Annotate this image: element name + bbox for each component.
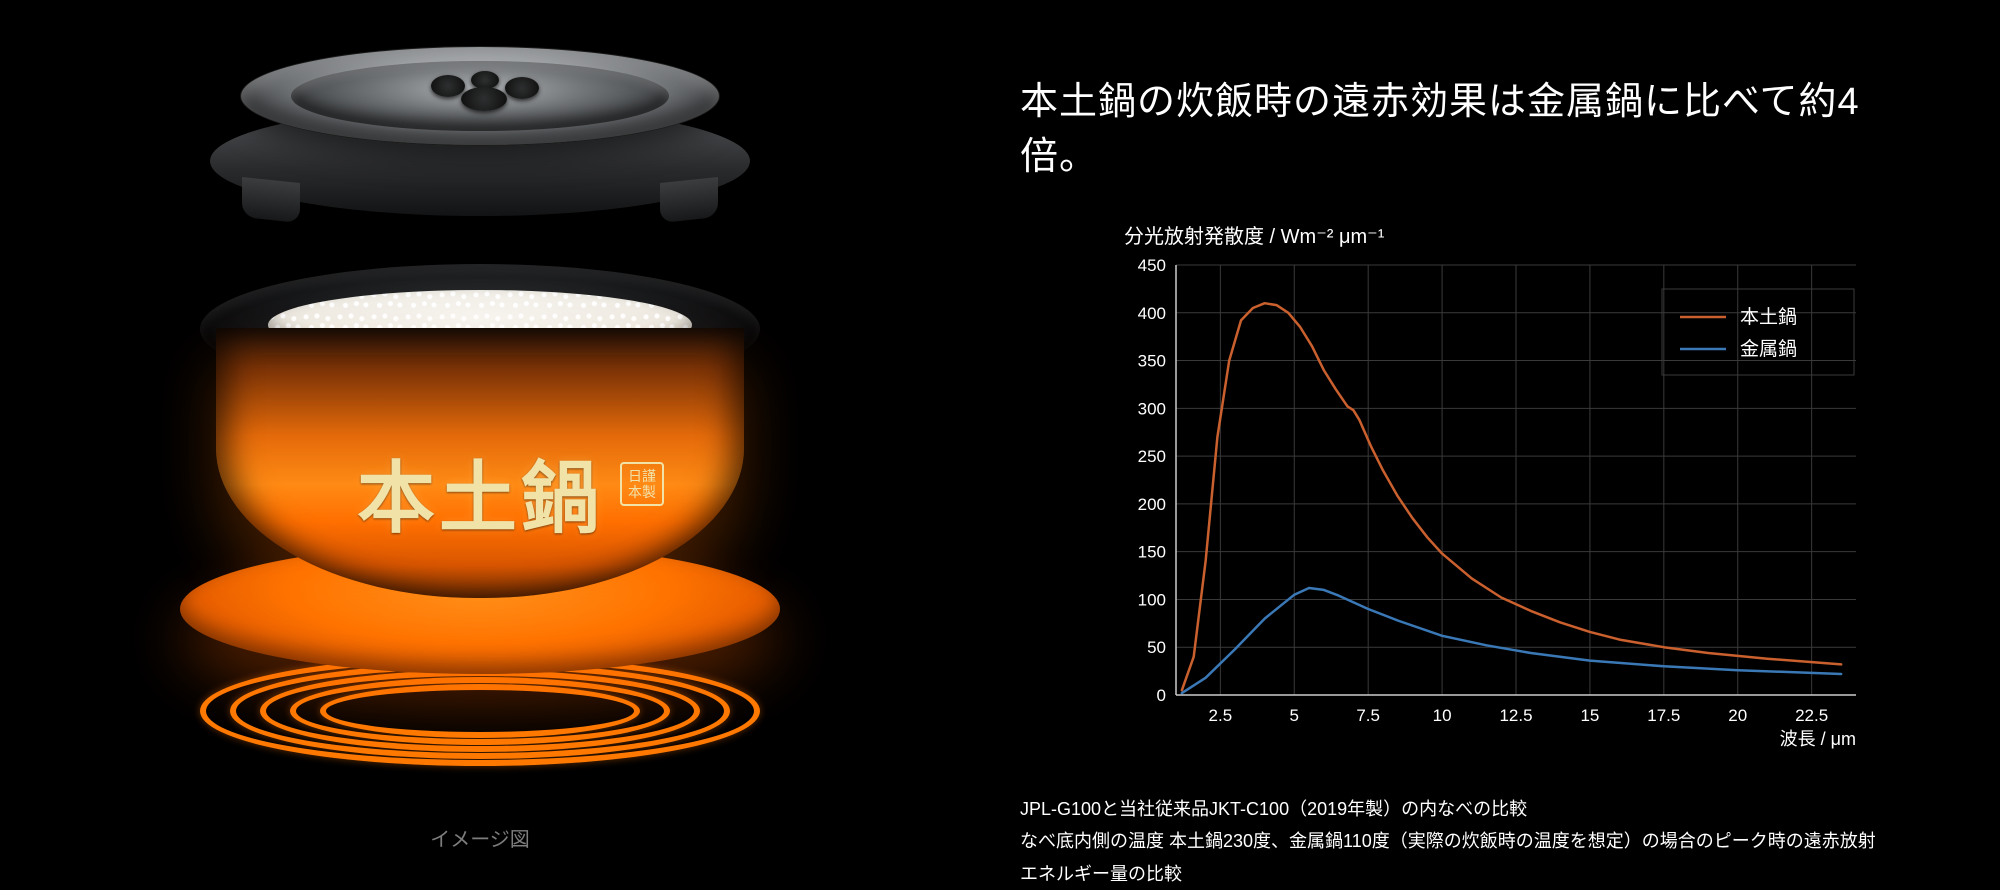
svg-text:5: 5 bbox=[1290, 706, 1299, 725]
svg-text:17.5: 17.5 bbox=[1647, 706, 1680, 725]
svg-text:2.5: 2.5 bbox=[1209, 706, 1233, 725]
svg-text:22.5: 22.5 bbox=[1795, 706, 1828, 725]
product-illustration: 本土鍋 日謹 本製 イメージ図 bbox=[0, 0, 960, 888]
svg-text:金属鍋: 金属鍋 bbox=[1740, 338, 1797, 360]
image-caption: イメージ図 bbox=[430, 823, 530, 852]
svg-text:300: 300 bbox=[1138, 399, 1166, 418]
svg-text:波長 / μm: 波長 / μm bbox=[1780, 729, 1856, 749]
svg-text:50: 50 bbox=[1147, 638, 1166, 657]
footnote: JPL-G100と当社従来品JKT-C100（2019年製）の内なべの比較 なべ… bbox=[1020, 793, 1890, 890]
footnote-line1: JPL-G100と当社従来品JKT-C100（2019年製）の内なべの比較 bbox=[1020, 793, 1890, 825]
svg-text:200: 200 bbox=[1138, 495, 1166, 514]
footnote-line2: なべ底内側の温度 本土鍋230度、金属鍋110度（実際の炊飯時の温度を想定）の場… bbox=[1020, 825, 1890, 890]
emission-chart: 0 50 100 150 200 250 300 350 400 450 2.5 5 7.5 10 12.5… bbox=[1124, 259, 1864, 751]
svg-text:400: 400 bbox=[1138, 304, 1166, 323]
svg-text:7.5: 7.5 bbox=[1356, 706, 1380, 725]
lid bbox=[220, 46, 740, 196]
pot-stamp: 日謹 本製 bbox=[620, 462, 664, 506]
svg-text:0: 0 bbox=[1157, 686, 1166, 705]
svg-text:10: 10 bbox=[1433, 706, 1452, 725]
svg-text:20: 20 bbox=[1728, 706, 1747, 725]
exploded-view: 本土鍋 日謹 本製 bbox=[170, 46, 790, 806]
clay-pot: 本土鍋 日謹 本製 bbox=[200, 264, 760, 604]
svg-text:350: 350 bbox=[1138, 352, 1166, 371]
headline: 本土鍋の炊飯時の遠赤効果は金属鍋に比べて約4倍。 bbox=[1020, 70, 1890, 180]
svg-text:250: 250 bbox=[1138, 447, 1166, 466]
svg-text:450: 450 bbox=[1138, 259, 1166, 275]
y-axis-label: 分光放射発散度 / Wm⁻² μm⁻¹ bbox=[1124, 220, 1864, 249]
pot-label: 本土鍋 bbox=[216, 436, 744, 548]
svg-text:12.5: 12.5 bbox=[1499, 706, 1532, 725]
svg-text:150: 150 bbox=[1138, 543, 1166, 562]
svg-text:15: 15 bbox=[1580, 706, 1599, 725]
svg-text:100: 100 bbox=[1138, 590, 1166, 609]
svg-text:本土鍋: 本土鍋 bbox=[1740, 306, 1797, 328]
